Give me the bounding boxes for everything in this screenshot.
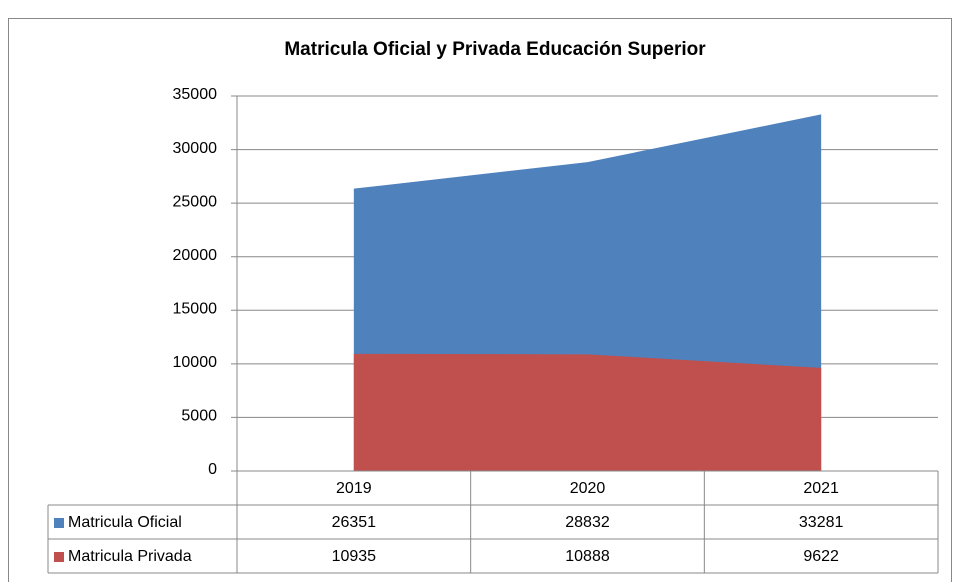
x-tick-label: 2020 — [570, 480, 606, 497]
y-tick-label: 35000 — [173, 86, 218, 103]
legend-key — [54, 518, 64, 528]
y-tick-label: 10000 — [173, 354, 218, 371]
table-value: 10935 — [332, 548, 377, 565]
x-tick-label: 2019 — [336, 480, 372, 497]
y-tick-label: 0 — [208, 461, 217, 478]
chart-title: Matricula Oficial y Privada Educación Su… — [284, 39, 706, 60]
y-tick-label: 20000 — [173, 247, 218, 264]
y-tick-label: 5000 — [181, 408, 217, 425]
legend-key — [54, 552, 64, 562]
y-tick-label: 30000 — [173, 140, 218, 157]
y-tick-label: 15000 — [173, 301, 218, 318]
table-value: 10888 — [565, 548, 610, 565]
x-tick-label: 2021 — [803, 480, 839, 497]
table-value: 33281 — [799, 514, 844, 531]
table-value: 28832 — [565, 514, 610, 531]
table-value: 9622 — [803, 548, 839, 565]
table-value: 26351 — [332, 514, 377, 531]
legend-label: Matricula Oficial — [68, 514, 182, 531]
legend-label: Matricula Privada — [68, 548, 192, 565]
y-tick-label: 25000 — [173, 193, 218, 210]
area — [353, 353, 822, 471]
